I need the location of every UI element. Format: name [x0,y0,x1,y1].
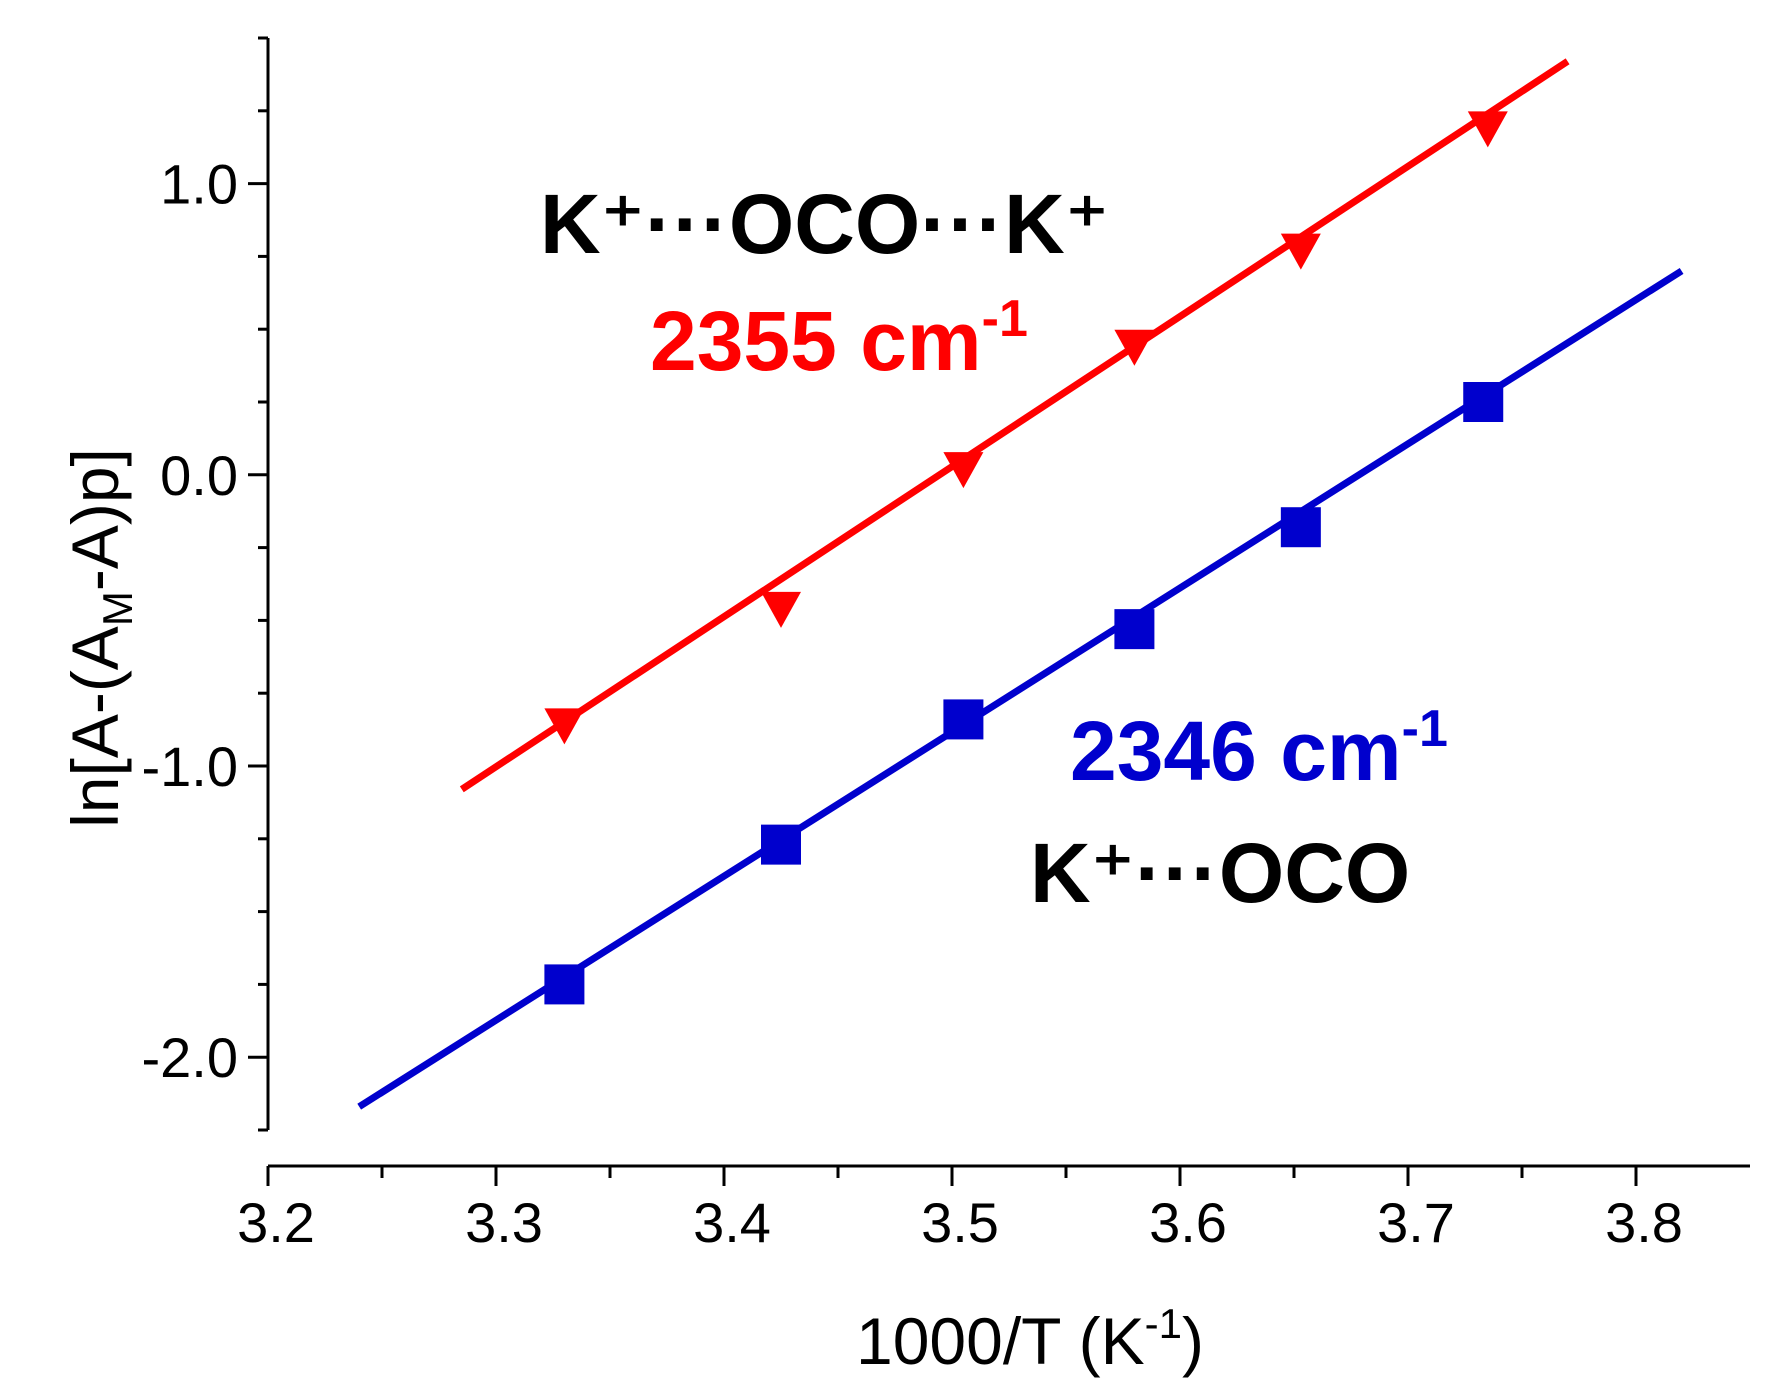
fit-line [459,58,1570,793]
x-axis-title-close: ) [1182,1304,1204,1378]
data-point-triangle [943,452,984,489]
data-point-triangle [761,591,801,628]
data-point-square [761,824,801,865]
x-axis-title: 1000/T (K-1) [856,1300,1204,1378]
x-tick-label: 3.2 [237,1191,315,1254]
x-tick-label: 3.3 [465,1191,543,1254]
annotation-2346-sup: -1 [1402,700,1448,758]
data-point-square [1114,609,1155,650]
annotation-k-oco: K⁺···OCO [1030,826,1410,920]
x-tick-label: 3.8 [1605,1191,1683,1254]
x-axis-title-main: 1000/T (K [856,1304,1145,1378]
y-tick-label: -2.0 [142,1026,239,1089]
y-ticks: -2.0 -1.0 0.0 1.0 [142,36,268,1132]
data-point-triangle [1280,233,1321,270]
data-point-square [1280,507,1321,548]
x-tick-label: 3.5 [921,1191,999,1254]
series-layer [357,58,1684,1110]
x-axis-title-sup: -1 [1145,1300,1182,1347]
y-axis-title-sub: M [94,591,141,626]
y-tick-label: 0.0 [160,444,238,507]
y-axis-title: ln[A-(AM-A)p] [58,448,141,828]
data-point-square [943,699,984,740]
annotation-2355-main: 2355 cm [650,294,982,388]
annotation-2355-sup: -1 [982,290,1028,348]
data-point-triangle [1114,329,1155,366]
data-point-triangle [544,708,585,745]
axes [266,38,1750,1168]
annotation-k-oco-k: K⁺···OCO···K⁺ [540,177,1109,271]
y-axis-title-rest: -A)p] [58,448,132,591]
y-tick-label: -1.0 [142,735,239,798]
x-tick-label: 3.4 [693,1191,771,1254]
series-blue [357,268,1684,1110]
data-point-square [1463,382,1504,422]
series-red [459,58,1570,793]
annotation-2355: 2355 cm-1 [650,290,1028,388]
y-axis-title-main: ln[A-(A [58,626,132,828]
data-point-square [544,964,585,1005]
data-point-triangle [1467,111,1508,148]
x-tick-label: 3.7 [1377,1191,1455,1254]
x-ticks: 3.2 3.3 3.4 3.5 3.6 3.7 3.8 [237,1166,1683,1254]
y-tick-label: 1.0 [160,153,238,216]
x-tick-label: 3.6 [1149,1191,1227,1254]
annotation-2346-main: 2346 cm [1070,704,1402,798]
annotation-2346: 2346 cm-1 [1070,700,1448,798]
